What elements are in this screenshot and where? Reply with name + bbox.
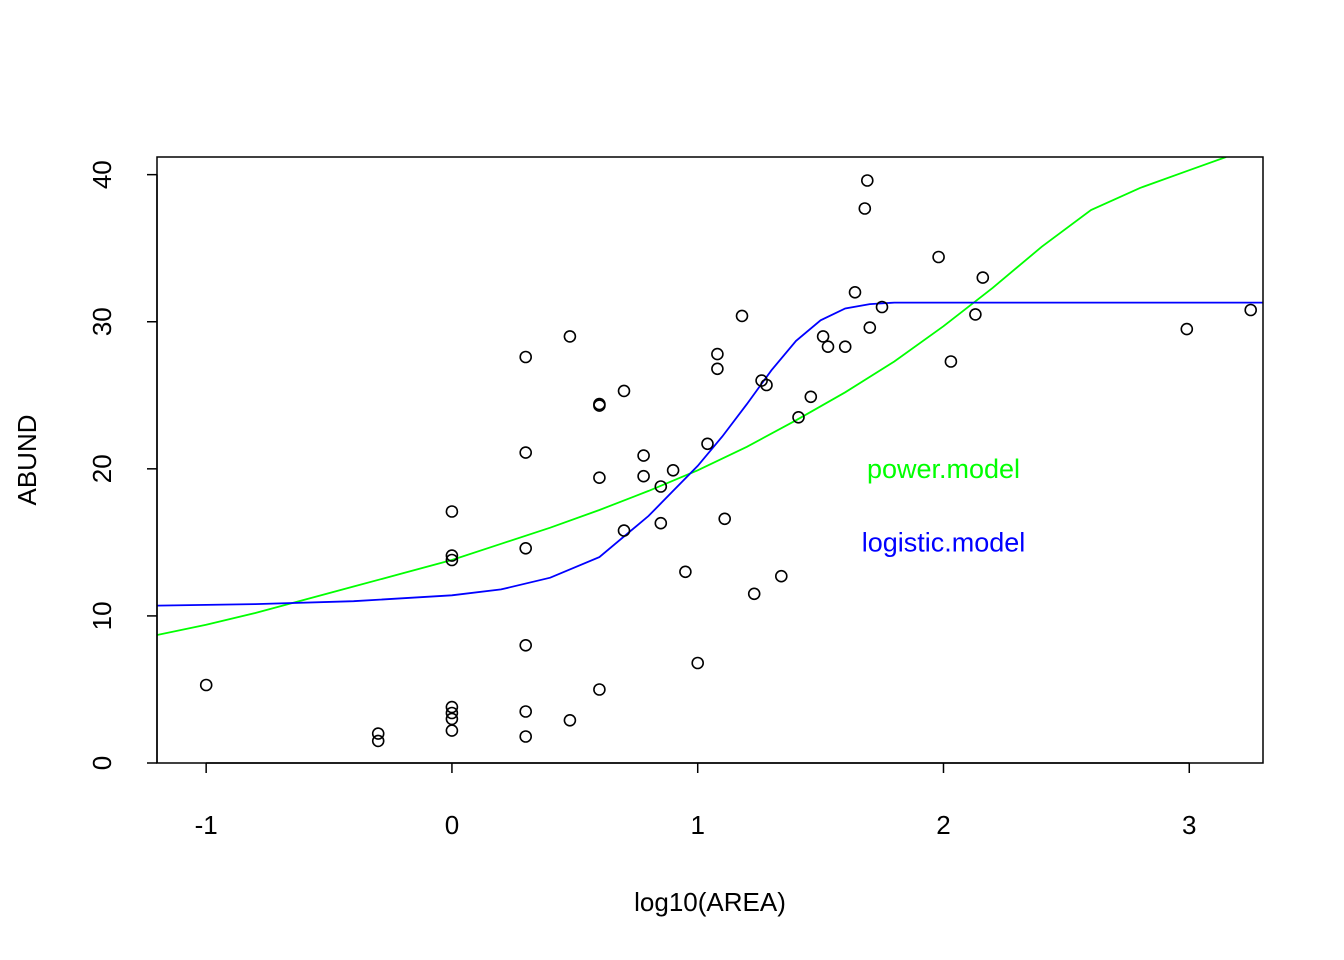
data-point (654, 480, 668, 493)
data-point (760, 378, 773, 392)
data-point (860, 174, 874, 187)
data-point (711, 362, 724, 376)
data-point (519, 541, 533, 555)
data-point (593, 397, 606, 411)
x-tick-label: 2 (936, 810, 950, 840)
data-point (445, 724, 459, 737)
data-point (654, 516, 668, 530)
data-point (944, 355, 958, 368)
data-point (821, 340, 835, 354)
data-point (445, 700, 459, 714)
data-point (792, 410, 805, 424)
data-point (969, 308, 982, 321)
data-point (691, 656, 705, 670)
data-point (816, 330, 830, 343)
data-point (747, 587, 761, 601)
data-point (445, 505, 459, 518)
series-line-power-model (157, 157, 1227, 636)
x-tick-label: -1 (195, 810, 218, 840)
data-point (519, 730, 533, 743)
y-tick-label: 40 (87, 160, 117, 189)
x-axis-label: log10(AREA) (634, 887, 786, 917)
y-tick-label: 0 (87, 756, 117, 770)
data-point (199, 678, 213, 692)
data-point (563, 330, 577, 343)
data-point (593, 471, 606, 485)
data-point (371, 727, 385, 740)
series-line-logistic-model (157, 301, 1263, 607)
data-point (863, 321, 877, 334)
x-axis: -1 0 1 2 3 (195, 762, 1197, 840)
x-tick-label: 3 (1182, 810, 1196, 840)
data-point (617, 524, 631, 537)
data-point (774, 569, 788, 583)
data-point (637, 469, 650, 483)
data-point (838, 340, 852, 354)
data-point (976, 271, 990, 284)
data-point (875, 300, 889, 314)
data-point (1180, 322, 1194, 336)
data-point (519, 350, 533, 364)
plot-frame (156, 156, 1264, 764)
data-point (718, 512, 732, 526)
data-point (735, 309, 749, 323)
data-point (848, 285, 862, 299)
data-point (371, 734, 385, 748)
data-point (711, 347, 724, 361)
model-lines (157, 157, 1263, 636)
data-point (1244, 303, 1257, 317)
data-point (445, 549, 459, 562)
data-point (593, 683, 606, 696)
y-axis-label: ABUND (12, 414, 42, 505)
y-tick-label: 30 (87, 307, 117, 336)
data-point (519, 446, 533, 459)
data-point (445, 553, 459, 567)
data-point (666, 463, 680, 477)
y-axis: 0 10 20 30 40 (87, 160, 158, 770)
data-points (199, 174, 1257, 748)
power-model-label: power.model (867, 454, 1020, 484)
data-point (519, 705, 533, 718)
data-point (858, 202, 872, 215)
data-point (701, 437, 714, 451)
data-point (679, 565, 692, 579)
logistic-model-label: logistic.model (862, 527, 1026, 557)
data-point (637, 449, 650, 462)
data-point (932, 250, 945, 264)
data-point (563, 713, 577, 727)
data-point (445, 706, 459, 720)
y-tick-label: 20 (87, 454, 117, 483)
data-point (519, 638, 533, 652)
x-tick-label: 0 (445, 810, 459, 840)
data-point (804, 390, 818, 404)
y-tick-label: 10 (87, 601, 117, 630)
data-point (617, 384, 631, 398)
x-tick-label: 1 (690, 810, 704, 840)
